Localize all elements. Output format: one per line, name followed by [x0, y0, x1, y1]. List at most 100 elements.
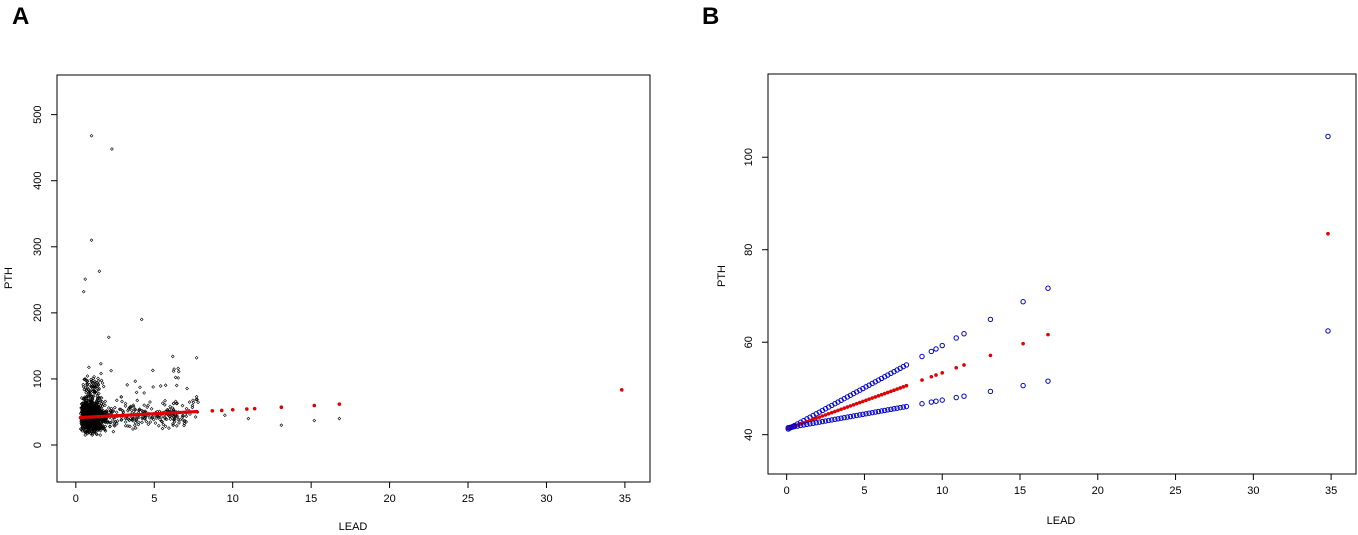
panel-a-scatter-point: [133, 407, 138, 412]
panel-b-fit-point: [882, 391, 887, 396]
panel-a-scatter-point: [93, 408, 98, 413]
panel-a-scatter-point: [85, 423, 90, 428]
panel-a-scatter-point: [149, 407, 154, 411]
panel-a-scatter-point: [86, 391, 91, 395]
panel-a-scatter-point: [123, 401, 128, 406]
panel-b-fit-point: [867, 397, 871, 401]
panel-a-scatter-point: [184, 406, 189, 411]
panel-a-scatter-point: [190, 403, 195, 408]
panel-b-ci-point: [897, 404, 903, 411]
panel-a-y-axis: 0 100 200 300 400 500: [32, 105, 58, 448]
panel-a-scatter-point: [194, 394, 199, 399]
panel-a-scatter-point: [88, 389, 93, 393]
panel-b-ci-point: [866, 410, 872, 416]
panel-b-ci-point: [850, 413, 857, 419]
panel-a-scatter-point: [185, 386, 189, 391]
panel-a-scatter-point: [150, 415, 155, 419]
panel-a-scatter-point: [109, 368, 113, 373]
panel-a-scatter-point: [100, 381, 105, 385]
panel-a-scatter-point: [178, 417, 183, 422]
panel-a-scatter-point: [120, 409, 125, 413]
panel-a-letter: A: [12, 3, 29, 30]
panel-b-ci-point: [829, 417, 835, 423]
panel-a-scatter-point: [89, 422, 93, 427]
panel-a-scatter-point: [97, 408, 101, 412]
panel-b-fit-point: [811, 417, 815, 422]
panel-a-scatter-point: [172, 418, 176, 422]
panel-a-scatter-point: [145, 405, 149, 410]
panel-a-scatter-point: [187, 400, 192, 404]
panel-a-scatter-point: [103, 424, 108, 429]
panel-a-scatter-point: [92, 423, 97, 428]
panel-a-scatter-point: [114, 410, 119, 415]
panel-b-fit-point: [861, 399, 865, 404]
panel-a-scatter-point: [101, 384, 106, 389]
panel-b-series-2: [785, 328, 1331, 431]
panel-a-scatter-point: [103, 429, 108, 433]
panel-a-scatter-point: [85, 374, 90, 378]
panel-a-scatter-point: [136, 420, 141, 425]
panel-a-scatter-point: [194, 355, 199, 360]
panel-a-x-tick-label: 5: [151, 493, 157, 505]
panel-a-scatter-point: [85, 393, 90, 398]
panel-a-scatter-point: [84, 396, 89, 401]
panel-b-ci-point: [869, 409, 875, 416]
panel-b-fit-point: [836, 408, 840, 413]
panel-b-fit-point: [885, 390, 890, 395]
panel-a-scatter-point: [96, 426, 101, 431]
panel-a-fit-point: [194, 409, 199, 414]
panel-a-scatter-point: [81, 422, 86, 427]
panel-a-scatter-point: [158, 384, 163, 388]
panel-b-fit-point: [870, 396, 875, 400]
panel-b-ci-point: [819, 418, 826, 425]
panel-a-scatter-point: [87, 426, 92, 431]
panel-a-scatter-point: [138, 385, 142, 390]
panel-a-x-tick-label: 0: [73, 493, 79, 505]
panel-b-ci-point: [1020, 299, 1026, 305]
panel-a-fit-point: [113, 414, 117, 418]
panel-b-ci-point: [900, 404, 907, 410]
panel-a-scatter-point: [92, 390, 97, 395]
panel-a-fit-point: [168, 411, 172, 415]
panel-a-y-tick-label: 400: [32, 172, 44, 190]
panel-b-ci-point: [1020, 382, 1026, 389]
panel-b-fit-point: [814, 416, 819, 421]
panel-b-ci-point: [953, 394, 959, 401]
panel-a-scatter-point: [132, 415, 137, 419]
panel-a-scatter-point: [89, 399, 93, 404]
panel-a-fit-point: [230, 407, 235, 412]
panel-b-ci-point: [807, 421, 813, 427]
panel-b-ci-point: [961, 331, 967, 337]
panel-b-ci-point: [872, 409, 879, 415]
panel-a-scatter-point: [119, 418, 124, 422]
panel-a-scatter-point: [95, 381, 99, 385]
panel-a-scatter-point: [130, 416, 135, 421]
panel-a-scatter-point: [135, 415, 140, 419]
panel-a-fit-point: [252, 406, 257, 411]
panel-b-ci-point: [810, 420, 816, 426]
panel-a-scatter-point: [108, 424, 112, 429]
panel-a-scatter-point: [176, 369, 181, 374]
panel-a-y-tick-label: 0: [32, 442, 44, 448]
panel-a-fit-layer: [78, 388, 624, 420]
panel-a-scatter-point: [181, 418, 185, 422]
panel-a-scatter-point: [83, 401, 88, 406]
panel-a-scatter-point: [89, 133, 94, 138]
panel-a-scatter-point: [82, 406, 87, 411]
panel-a-scatter-point: [177, 421, 181, 425]
panel-a-fit-point: [176, 410, 180, 415]
panel-a-scatter-point: [184, 414, 189, 419]
panel-b-fit-point: [845, 405, 850, 409]
panel-b-ci-point: [894, 405, 900, 411]
panel-a-x-tick-label: 30: [540, 493, 552, 505]
panel-a-x-tick-label: 15: [305, 493, 317, 505]
panel-a-scatter-point: [128, 404, 133, 409]
panel-a-scatter-point: [155, 414, 160, 419]
panel-a-scatter-point: [90, 394, 94, 399]
panel-a-scatter-point: [84, 429, 89, 434]
panel-a-scatter-point: [115, 419, 120, 423]
panel-b-ci-point: [857, 412, 863, 418]
panel-a-scatter-point: [132, 423, 137, 428]
panel-b-fit-point: [934, 373, 938, 377]
panel-a-scatter-point: [98, 433, 103, 437]
